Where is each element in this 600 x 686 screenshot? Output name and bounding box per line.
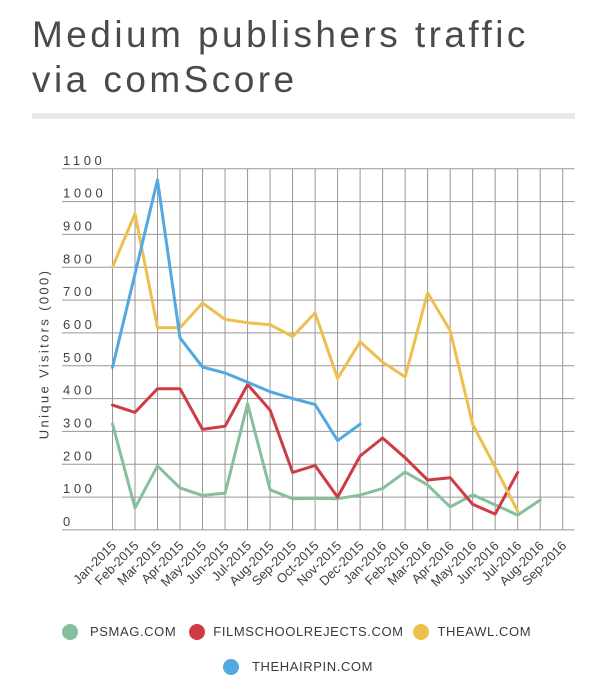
svg-text:1000: 1000 bbox=[63, 186, 106, 201]
svg-text:Unique Visitors (000): Unique Visitors (000) bbox=[36, 269, 51, 440]
svg-text:800: 800 bbox=[63, 251, 96, 266]
svg-text:600: 600 bbox=[63, 317, 96, 332]
svg-text:0: 0 bbox=[63, 514, 74, 529]
svg-text:1100: 1100 bbox=[63, 153, 105, 168]
svg-text:300: 300 bbox=[63, 416, 96, 431]
svg-text:100: 100 bbox=[63, 481, 96, 496]
svg-text:200: 200 bbox=[63, 448, 96, 463]
svg-text:400: 400 bbox=[63, 383, 96, 398]
svg-text:900: 900 bbox=[63, 219, 96, 234]
svg-text:700: 700 bbox=[63, 284, 96, 299]
svg-text:500: 500 bbox=[63, 350, 96, 365]
